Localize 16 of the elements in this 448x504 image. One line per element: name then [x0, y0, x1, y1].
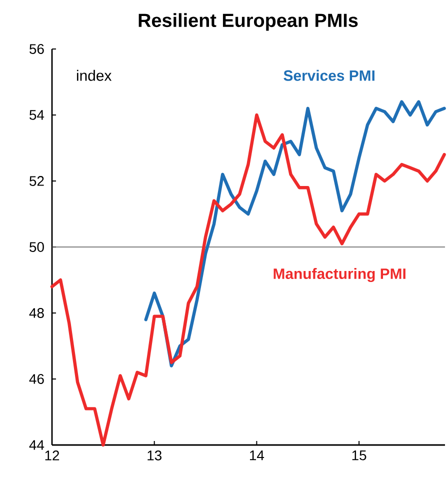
y-tick-label: 48	[29, 308, 44, 318]
chart-title: Resilient European PMIs	[138, 13, 358, 31]
x-tick-label: 12	[45, 450, 60, 460]
x-tick-label: 14	[250, 450, 264, 460]
line-series	[144, 100, 446, 368]
y-tick-label: 56	[30, 44, 44, 54]
x-tick-label: 15	[352, 450, 366, 460]
x-tick-label: 13	[148, 450, 162, 460]
y-tick-label: 54	[30, 110, 44, 120]
series-label: Services PMI	[284, 70, 374, 81]
text: Manufacturing PMI	[274, 268, 406, 282]
y-tick-label: 46	[29, 374, 44, 384]
annotation: index	[76, 70, 112, 81]
y-tick-label: 44	[29, 440, 44, 450]
y-tick-label: 52	[30, 176, 44, 186]
y-tick-label: 50	[30, 242, 44, 252]
